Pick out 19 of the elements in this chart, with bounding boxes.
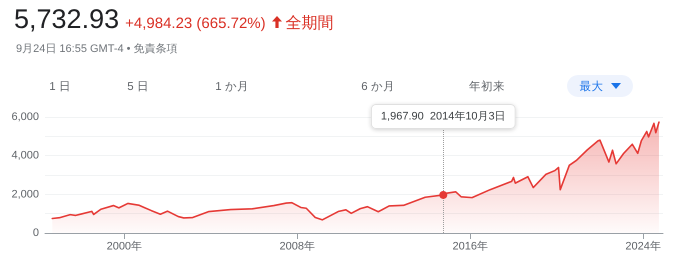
text: 5 日	[127, 80, 149, 94]
y-tick-label: 0	[32, 227, 39, 239]
x-tick-label: 2000年	[106, 240, 142, 252]
y-tick-label: 4,000	[11, 150, 39, 162]
text: 全期間	[286, 14, 334, 34]
text: 年初来	[469, 79, 505, 94]
chart-title: 5,732.93	[14, 4, 120, 35]
text: 9月24日 16:55 GMT-4 • 免責条項	[16, 42, 178, 56]
text: 1 か月	[215, 80, 249, 94]
text: 6 か月	[361, 80, 395, 94]
x-tick-label: 2024年	[625, 240, 661, 252]
text: 最大	[580, 80, 604, 94]
annotation: 1,967.90 2014年10月3日	[380, 110, 506, 122]
text: 1 日	[49, 80, 71, 94]
y-tick-label: 2,000	[11, 188, 39, 200]
x-tick-label: 2008年	[280, 240, 316, 252]
y-tick-label: 6,000	[11, 111, 39, 123]
x-tick-label: 2016年	[452, 240, 488, 252]
chart-subtitle: +4,984.23 (665.72%)	[125, 15, 266, 32]
